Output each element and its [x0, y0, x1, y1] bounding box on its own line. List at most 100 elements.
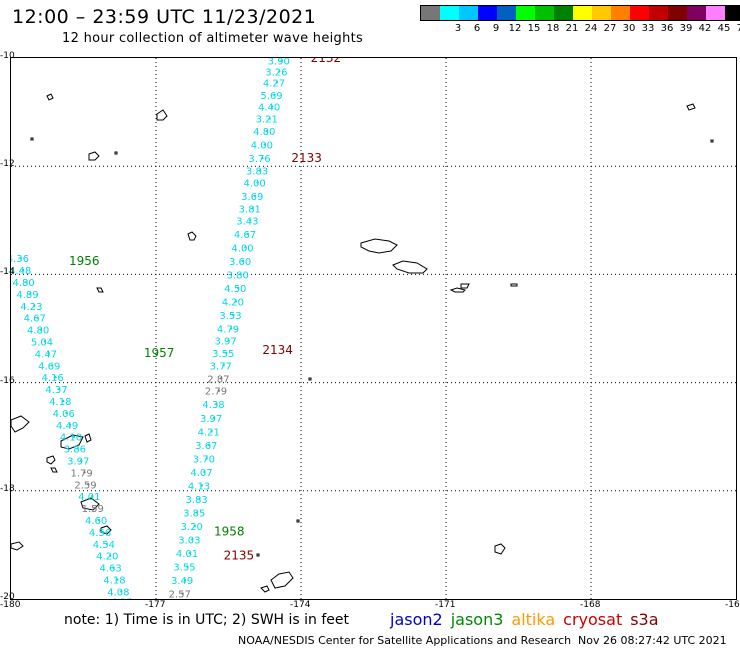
sample-dot [50, 364, 54, 367]
satellite-name: cryosat [563, 610, 623, 629]
wave-height-label: 4.20 [222, 297, 244, 308]
wave-height-label: 3.97 [215, 336, 237, 347]
island-manua [510, 283, 518, 287]
wave-height-label: 4.23 [20, 302, 42, 313]
legend-swatch [706, 6, 725, 20]
sample-dot [29, 292, 32, 296]
wave-height-label: 4.37 [45, 385, 67, 396]
island-small4 [296, 519, 300, 523]
sample-dot [239, 273, 242, 276]
legend-label: 9 [492, 23, 500, 34]
sample-dot [212, 416, 216, 419]
sample-dot [188, 551, 192, 555]
sample-dot [215, 403, 218, 406]
sample-dot [270, 105, 274, 108]
legend-swatch [573, 6, 592, 20]
wave-height-label: 4.07 [190, 468, 212, 479]
lon-tick-label: -177 [145, 600, 166, 610]
sample-dot [39, 328, 43, 331]
sample-dot [268, 117, 271, 120]
landmasses [10, 93, 714, 593]
legend-label: 24 [584, 23, 598, 34]
wave-height-label: 3.03 [178, 535, 200, 546]
footer-timestamp: Nov 26 08:27:42 UTC 2021 [578, 634, 727, 647]
legend-label: 3 [454, 23, 462, 34]
legend-swatch [725, 6, 740, 20]
sample-dot [91, 495, 94, 498]
lat-lon-grid [11, 58, 736, 599]
legend-label: 36 [660, 23, 674, 34]
sample-dot [116, 578, 119, 581]
sample-dot [241, 259, 245, 263]
wave-height-label: 3.55 [212, 349, 234, 360]
wave-height-label: 4.27 [263, 78, 285, 89]
sample-dot [232, 313, 235, 317]
sample-dot [186, 565, 189, 568]
sample-dot [21, 268, 25, 272]
sample-dot [195, 511, 199, 514]
pass-label: 1957 [144, 346, 175, 360]
sample-dot [256, 181, 259, 184]
wave-height-label: 3.85 [183, 508, 205, 519]
sample-dot [200, 484, 204, 487]
legend-swatch [535, 6, 554, 20]
wave-height-label: 3.80 [227, 270, 249, 281]
wave-height-label: 4.40 [258, 103, 280, 114]
sample-dot [227, 339, 230, 342]
wave-height-label: 3.26 [265, 68, 287, 79]
island-upolu [360, 238, 398, 254]
sample-dot [68, 423, 72, 426]
island-lau-b [50, 467, 58, 473]
wave-height-label: 2.79 [205, 387, 227, 398]
sample-dot [112, 566, 115, 569]
island-kadavu [10, 541, 24, 551]
sample-dot [58, 387, 61, 391]
sample-dot [181, 592, 184, 595]
pass-label: 2133 [291, 151, 322, 165]
map-title: 12:00 – 23:59 UTC 11/23/2021 [12, 6, 317, 28]
sample-dot [105, 542, 108, 546]
legend-label: 6 [473, 23, 481, 34]
sample-dot [101, 530, 105, 534]
map-panel: 3.90 3.26 4.27 5.69 4.40 3.21 4.80 4.00 3.76 3.83… [7, 51, 737, 611]
pass-label: 1956 [69, 254, 100, 268]
wave-height-label: 1.59 [82, 504, 104, 515]
wave-height-label: 4.89 [16, 290, 38, 301]
legend-label: 70 [736, 23, 740, 34]
wave-height-label: 4.56 [89, 528, 111, 539]
sample-dot [65, 411, 68, 415]
wave-height-label: 4.01 [78, 492, 100, 503]
wave-height-label: 4.47 [35, 349, 57, 360]
island-savaii [392, 260, 428, 274]
sample-dot [203, 470, 206, 474]
legend-label: 39 [679, 23, 693, 34]
sample-dot [54, 375, 57, 379]
sample-dot [198, 497, 201, 501]
wave-height-label: 4.79 [217, 325, 239, 336]
island-tonga-a [270, 571, 294, 589]
legend-swatch [554, 6, 573, 20]
pass-label: 2135 [224, 549, 255, 563]
legend-label: 21 [565, 23, 579, 34]
wave-height-label: 4.36 [11, 254, 29, 265]
island-small3 [710, 139, 714, 143]
sample-dot [236, 286, 240, 290]
sample-dot [193, 524, 196, 528]
satellite-name: jason3 [450, 610, 504, 629]
legend-swatch [687, 6, 706, 20]
lat-tick-label: -10 [0, 51, 15, 61]
wave-height-label: 4.80 [12, 278, 34, 289]
sample-dot [33, 304, 36, 307]
island-small1 [30, 137, 34, 141]
legend-swatch [421, 6, 440, 20]
legend-swatch [630, 6, 649, 20]
wave-height-label: 4.20 [96, 552, 118, 563]
sample-dot [108, 554, 112, 557]
map-subtitle: 12 hour collection of altimeter wave hei… [62, 31, 364, 46]
wave-height-label: 3.81 [239, 204, 261, 215]
footer-note: note: 1) Time is in UTC; 2) SWH is in fe… [64, 612, 350, 628]
sample-dot [210, 430, 213, 433]
lon-tick-label: -165 [725, 600, 740, 610]
wave-height-label: 4.80 [27, 326, 49, 337]
lon-tick-label: -171 [435, 600, 456, 610]
